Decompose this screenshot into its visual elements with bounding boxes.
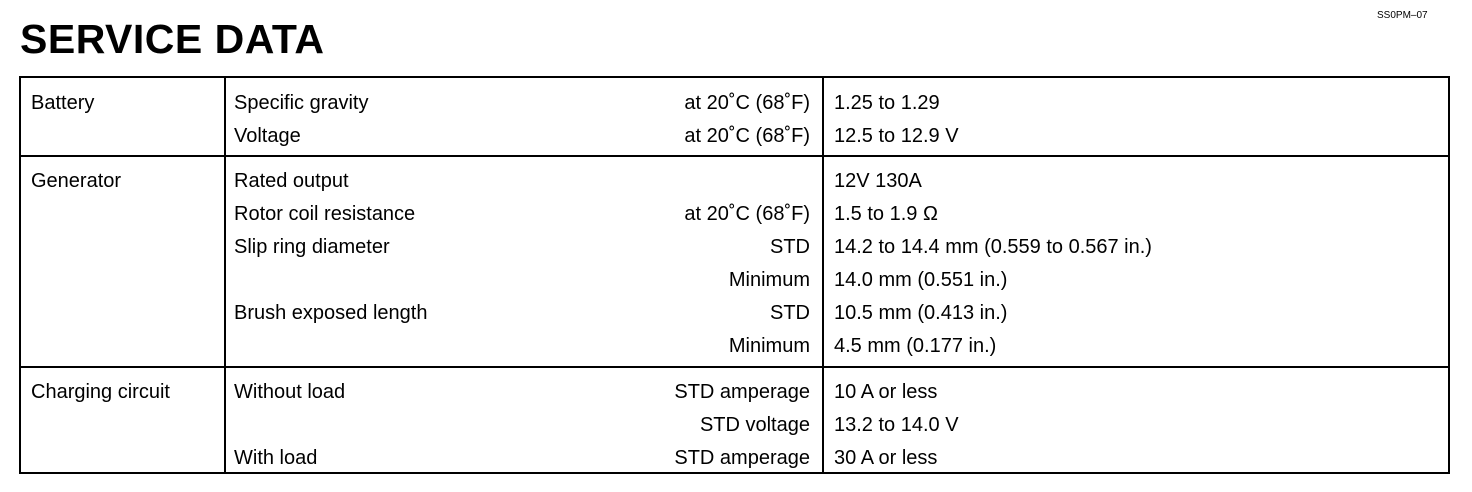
spec-value: 13.2 to 14.0 V: [834, 414, 959, 436]
spec-item-label: Slip ring diameter: [234, 236, 390, 258]
column-divider-value: [822, 78, 824, 472]
spec-item-label: Rated output: [234, 170, 349, 192]
spec-value: 14.0 mm (0.551 in.): [834, 269, 1008, 291]
spec-condition: Minimum: [728, 269, 810, 291]
page-title: SERVICE DATA: [20, 16, 325, 62]
spec-item-label: Specific gravity: [234, 92, 369, 114]
spec-item-label: Without load: [234, 381, 346, 403]
column-divider-category: [224, 78, 226, 472]
section-category-generator: Generator: [31, 170, 122, 192]
document-code: SS0PM–07: [1377, 10, 1428, 21]
spec-value: 1.25 to 1.29: [834, 92, 940, 114]
section-category-charging-circuit: Charging circuit: [31, 381, 170, 403]
spec-value: 14.2 to 14.4 mm (0.559 to 0.567 in.): [834, 236, 1152, 258]
spec-condition: Minimum: [728, 335, 810, 357]
spec-value: 12V 130A: [834, 170, 922, 192]
spec-value: 30 A or less: [834, 447, 938, 469]
spec-item-label: Voltage: [234, 125, 301, 147]
spec-condition: STD amperage: [674, 447, 810, 469]
spec-condition: STD: [770, 236, 810, 258]
spec-condition: STD voltage: [699, 414, 810, 436]
spec-value: 10.5 mm (0.413 in.): [834, 302, 1008, 324]
spec-item-label: Brush exposed length: [234, 302, 428, 324]
service-data-table: Battery Specific gravity at 20˚C (68˚F) …: [19, 76, 1450, 474]
spec-value: 1.5 to 1.9 Ω: [834, 203, 938, 225]
section-category-battery: Battery: [31, 92, 95, 114]
spec-value: 4.5 mm (0.177 in.): [834, 335, 997, 357]
spec-condition: at 20˚C (68˚F): [684, 203, 810, 225]
spec-condition: at 20˚C (68˚F): [684, 125, 810, 147]
section-divider-generator: [21, 366, 1448, 368]
spec-condition: STD: [770, 302, 810, 324]
spec-item-label: Rotor coil resistance: [234, 203, 416, 225]
spec-value: 12.5 to 12.9 V: [834, 125, 959, 147]
spec-value: 10 A or less: [834, 381, 938, 403]
spec-condition: at 20˚C (68˚F): [684, 92, 810, 114]
section-divider-battery: [21, 155, 1448, 157]
spec-condition: STD amperage: [674, 381, 810, 403]
spec-item-label: With load: [234, 447, 318, 469]
